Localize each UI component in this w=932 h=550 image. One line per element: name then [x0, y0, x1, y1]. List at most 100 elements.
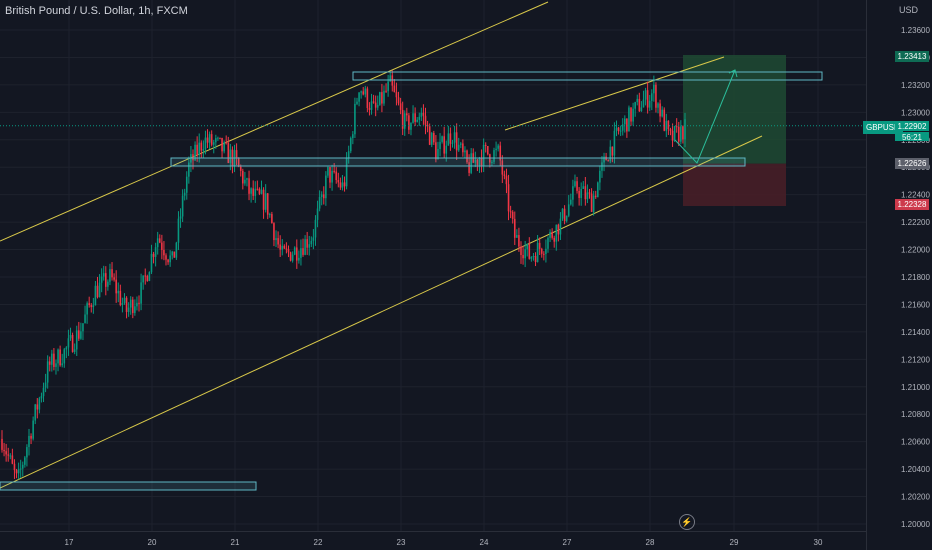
candle-body [352, 134, 354, 139]
candle-body [406, 113, 408, 116]
candle-body [478, 158, 481, 165]
candle-body [630, 107, 632, 122]
candle-body [451, 142, 454, 144]
candle-body [75, 330, 78, 350]
candle-body [636, 98, 639, 103]
candle-body [430, 133, 433, 145]
candle-body [509, 211, 512, 213]
candle-body [376, 104, 379, 108]
candle-body [84, 314, 86, 324]
x-tick-label: 22 [314, 538, 323, 547]
candle-body [246, 178, 248, 180]
candle-body [212, 142, 215, 145]
candle-body [113, 277, 115, 280]
channel-lower-line [0, 135, 763, 489]
candle-body [217, 137, 219, 139]
bottom-zone [0, 481, 257, 491]
candle-body [387, 81, 389, 92]
candle-body [152, 253, 155, 257]
candle-body [67, 338, 70, 348]
candle-body [185, 176, 188, 193]
candle-body [312, 237, 315, 241]
resistance-zone [352, 71, 823, 81]
candle-body [476, 159, 479, 165]
candle-body [640, 107, 643, 112]
candle-body [73, 349, 76, 352]
candle-body [171, 251, 174, 256]
candle-body [646, 90, 649, 108]
candle-body [447, 133, 450, 146]
candle-body [507, 184, 510, 212]
candle-body [567, 204, 570, 216]
candle-body [682, 126, 684, 140]
candle-body [325, 175, 327, 199]
candle-body [389, 75, 392, 82]
candle-body [385, 90, 387, 92]
candle-body [673, 126, 676, 141]
candle-body [613, 130, 616, 156]
candle-body [163, 249, 165, 256]
candle-body [555, 224, 558, 242]
candle-body [46, 361, 49, 383]
candle-body [188, 162, 190, 177]
candle-body [680, 126, 682, 142]
candle-body [634, 102, 636, 109]
candle-body [615, 127, 618, 131]
candle-body [395, 92, 398, 98]
candle-body [198, 142, 201, 155]
candle-body [119, 290, 122, 305]
x-tick-label: 30 [814, 538, 823, 547]
candle-body [177, 218, 180, 243]
symbol-price-tag: GBPUSD [863, 121, 903, 134]
candle-body [543, 253, 545, 255]
candle-body [252, 188, 254, 196]
candle-body [136, 302, 138, 307]
candle-body [273, 223, 275, 241]
candle-body [148, 272, 151, 282]
candle-body [559, 218, 562, 235]
candle-body [285, 248, 288, 250]
candle-body [428, 126, 431, 145]
candle-body [526, 243, 529, 250]
candle-body [339, 182, 342, 188]
candle-body [445, 145, 448, 154]
candle-body [482, 144, 485, 166]
candle-body [420, 112, 423, 117]
candle-body [650, 93, 653, 101]
candle-body [601, 162, 603, 171]
candle-body [298, 257, 300, 261]
projection-arrowhead [728, 69, 738, 78]
candle-body [237, 158, 240, 167]
candle-body [98, 282, 101, 298]
candle-body [553, 237, 556, 242]
candle-body [597, 182, 599, 198]
candle-body [11, 455, 14, 464]
candle-body [439, 141, 441, 150]
candle-body [648, 100, 651, 108]
countdown-tag: 56:21 [895, 132, 929, 142]
candle-body [150, 253, 153, 273]
candle-body [295, 247, 298, 261]
candle-body [111, 269, 113, 278]
candle-body [561, 208, 564, 219]
candle-body [626, 118, 628, 132]
candle-body [28, 435, 30, 448]
candle-body [21, 464, 24, 469]
candle-body [491, 161, 493, 163]
candle-body [484, 144, 487, 147]
candle-body [264, 193, 267, 210]
candle-body [121, 303, 124, 305]
y-tick-label: 1.23600 [901, 26, 930, 35]
candle-body [464, 150, 466, 153]
time-axis-divider [0, 531, 866, 532]
candle-body [80, 331, 82, 339]
y-tick-label: 1.20200 [901, 493, 930, 502]
candle-body [372, 101, 375, 103]
candle-body [480, 158, 483, 166]
candle-body [416, 119, 418, 122]
price-axis[interactable] [866, 0, 932, 550]
x-tick-label: 29 [730, 538, 739, 547]
candle-body [424, 115, 427, 125]
